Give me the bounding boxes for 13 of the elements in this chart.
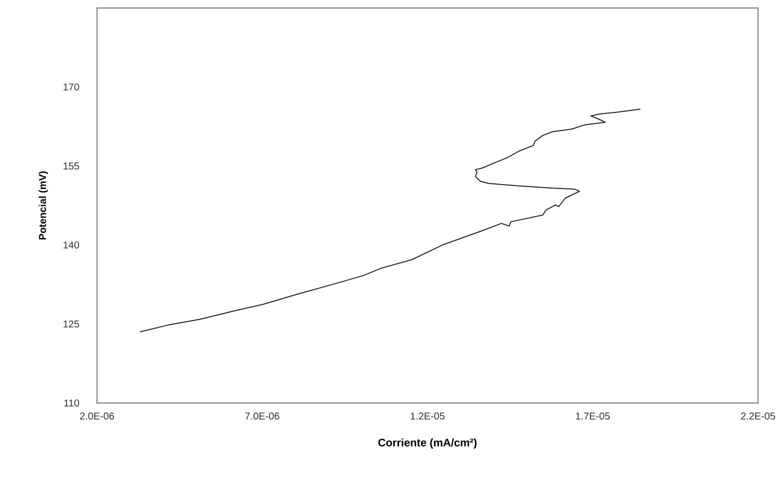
y-axis-title: Potencial (mV)	[38, 171, 48, 240]
x-axis-title: Corriente (mA/cm²)	[378, 438, 477, 449]
y-tick-label: 125	[64, 320, 80, 328]
x-tick-label: 1.2E-05	[410, 412, 445, 420]
line-series	[139, 108, 641, 332]
x-tick-label: 2.2E-05	[741, 412, 776, 420]
x-tick-label: 2.0E-06	[80, 412, 114, 420]
y-tick-label: 140	[64, 241, 80, 249]
x-tick-label: 7.0E-06	[245, 412, 280, 420]
x-tick-label: 1.7E-05	[576, 412, 610, 420]
y-tick-label: 155	[64, 162, 80, 170]
y-tick-label: 110	[64, 399, 80, 407]
y-tick-label: 170	[64, 83, 80, 91]
